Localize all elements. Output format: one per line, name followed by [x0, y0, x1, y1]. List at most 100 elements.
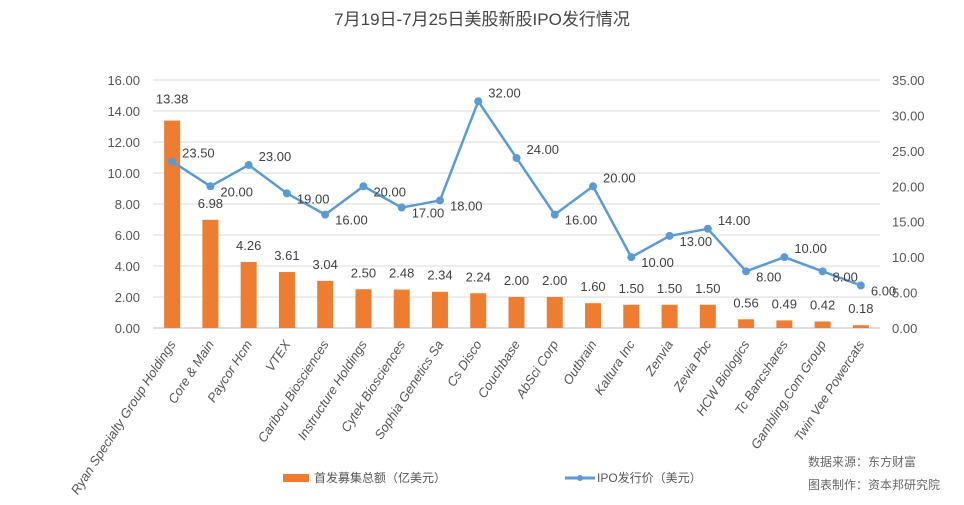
left-axis-tick: 0.00	[115, 321, 140, 336]
bar	[585, 303, 602, 328]
category-label: Cs Disco	[444, 337, 485, 389]
line-value-label: 8.00	[756, 269, 781, 284]
line-value-label: 17.00	[412, 206, 445, 221]
left-axis-tick: 4.00	[115, 259, 140, 274]
legend-bar-swatch	[283, 474, 309, 482]
line-value-label: 19.00	[297, 191, 330, 206]
line-value-label: 20.00	[373, 184, 406, 199]
line-value-label: 16.00	[565, 213, 598, 228]
line-value-label: 13.00	[680, 234, 713, 249]
line-value-label: 20.00	[220, 184, 253, 199]
line-point	[856, 281, 865, 290]
category-label: Instructure Holdings	[294, 337, 370, 443]
right-axis-tick: 15.00	[892, 215, 925, 230]
category-label: VTEX	[262, 336, 294, 374]
bar	[776, 320, 793, 328]
line-value-label: 16.00	[335, 213, 368, 228]
right-axis-tick: 20.00	[892, 179, 925, 194]
legend-line-marker	[577, 475, 583, 481]
bar	[202, 219, 219, 328]
bar-value-label: 2.48	[389, 266, 414, 281]
right-axis-tick: 0.00	[892, 321, 917, 336]
line-value-label: 8.00	[833, 269, 858, 284]
left-axis-tick: 10.00	[107, 166, 140, 181]
bar	[240, 261, 257, 328]
bar-value-label: 0.42	[810, 297, 835, 312]
line-point	[818, 267, 827, 276]
bar	[661, 304, 678, 328]
bar	[393, 289, 410, 328]
bar	[355, 289, 372, 328]
right-axis-tick: 30.00	[892, 108, 925, 123]
category-label: Caribou Biosciences	[255, 337, 332, 445]
bar-value-label: 0.18	[848, 301, 873, 316]
line-value-label: 20.00	[603, 170, 636, 185]
bar	[738, 319, 755, 328]
line-point	[359, 182, 368, 191]
right-axis-tick: 35.00	[892, 73, 925, 88]
bar-value-label: 1.50	[657, 281, 682, 296]
right-axis-tick: 5.00	[892, 286, 917, 301]
line-point	[206, 182, 215, 191]
bar-value-label: 1.50	[619, 281, 644, 296]
line-point	[168, 157, 177, 166]
legend-bar-label: 首发募集总额（亿美元）	[314, 470, 446, 485]
bar	[278, 272, 295, 328]
bar	[164, 120, 181, 328]
bar-value-label: 4.26	[236, 238, 261, 253]
left-axis-tick: 14.00	[107, 104, 140, 119]
bar	[508, 297, 525, 328]
maker-note: 图表制作：资本邦研究院	[808, 477, 940, 492]
source-note: 数据来源：东方财富	[808, 454, 916, 469]
line-point	[780, 253, 789, 262]
left-axis-tick: 12.00	[107, 135, 140, 150]
line-point	[474, 97, 483, 106]
bar-value-label: 2.34	[427, 268, 452, 283]
bar	[699, 304, 716, 328]
bar-value-label: 3.04	[313, 257, 338, 272]
bar-value-label: 2.00	[504, 273, 529, 288]
line-point	[282, 189, 291, 198]
line-point	[512, 153, 521, 162]
bar-value-label: 0.56	[733, 295, 758, 310]
bar	[431, 291, 448, 328]
left-axis-tick: 2.00	[115, 290, 140, 305]
line-value-label: 18.00	[450, 198, 483, 213]
line-value-label: 10.00	[641, 255, 674, 270]
right-axis-tick: 10.00	[892, 250, 925, 265]
bar-value-label: 1.60	[580, 279, 605, 294]
bar-value-label: 6.98	[198, 196, 223, 211]
line-value-label: 14.00	[718, 213, 751, 228]
bar	[814, 321, 831, 328]
category-label: Sophia Genetics Sa	[371, 337, 446, 442]
line-point	[435, 196, 444, 205]
category-label: Twin Vee Powercats	[791, 337, 868, 444]
left-axis-tick: 16.00	[107, 73, 140, 88]
line-point	[589, 182, 598, 191]
line-value-label: 24.00	[527, 142, 560, 157]
bar-value-label: 2.00	[542, 273, 567, 288]
line-point	[550, 210, 559, 219]
bar-value-label: 2.50	[351, 265, 376, 280]
legend: 首发募集总额（亿美元） IPO发行价（美元）	[283, 470, 702, 485]
line-value-label: 23.00	[259, 149, 292, 164]
line-value-label: 6.00	[871, 283, 896, 298]
line-value-label: 10.00	[794, 241, 827, 256]
line-value-label: 32.00	[488, 85, 521, 100]
bar-value-label: 3.61	[274, 248, 299, 263]
line-point	[627, 253, 636, 262]
bar-value-label: 0.49	[772, 296, 797, 311]
bar-value-label: 2.24	[466, 269, 491, 284]
bar-value-label: 1.50	[695, 281, 720, 296]
left-axis-tick: 6.00	[115, 228, 140, 243]
legend-line-label: IPO发行价（美元）	[597, 470, 702, 485]
bar-value-label: 13.38	[156, 92, 189, 107]
line-point	[665, 231, 674, 240]
line-point	[742, 267, 751, 276]
bar	[623, 304, 640, 328]
line-value-label: 23.50	[182, 145, 215, 160]
category-label: Zenvia	[642, 337, 676, 379]
right-axis-tick: 25.00	[892, 144, 925, 159]
